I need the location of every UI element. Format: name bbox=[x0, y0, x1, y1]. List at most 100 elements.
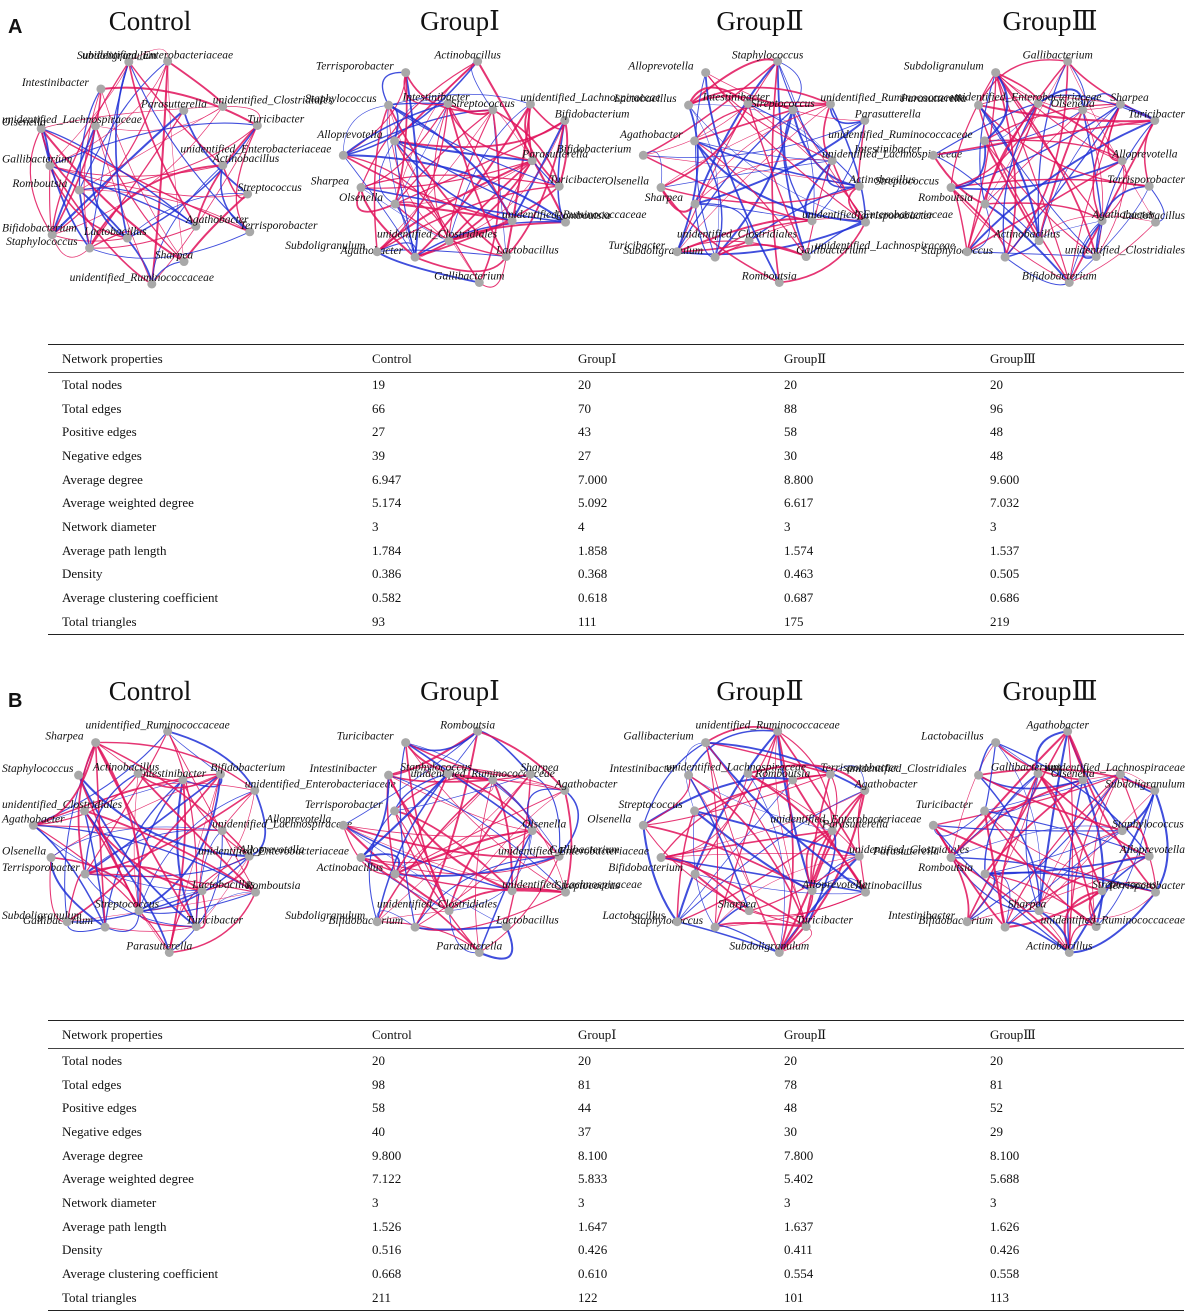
positive-edge bbox=[491, 779, 514, 891]
positive-edge bbox=[705, 742, 780, 953]
positive-edge bbox=[1066, 730, 1157, 893]
network-node bbox=[372, 917, 382, 927]
node-label: Alloprevotella bbox=[316, 129, 383, 141]
network-node bbox=[1000, 252, 1010, 262]
positive-edge bbox=[748, 855, 860, 912]
negative-edge bbox=[642, 742, 706, 826]
network-node bbox=[507, 216, 517, 226]
network-node bbox=[527, 156, 537, 166]
negative-edge bbox=[78, 88, 102, 191]
node-label: Romboutsia bbox=[439, 719, 495, 731]
negative-edge bbox=[984, 772, 1039, 875]
positive-edge bbox=[394, 773, 449, 875]
negative-edge bbox=[966, 773, 1121, 923]
property-name-cell: Total triangles bbox=[62, 1289, 137, 1305]
node-label: Alloprevotella bbox=[627, 61, 694, 73]
network-node bbox=[744, 906, 754, 916]
network-node bbox=[1144, 181, 1154, 191]
negative-edge bbox=[811, 120, 866, 222]
network-node bbox=[1117, 156, 1127, 166]
network-node bbox=[384, 770, 394, 780]
network-node bbox=[80, 869, 90, 879]
network-node bbox=[656, 853, 666, 863]
property-value-cell: 0.554 bbox=[784, 1266, 814, 1282]
network-node bbox=[860, 115, 870, 125]
positive-edge bbox=[51, 234, 90, 258]
positive-edge bbox=[747, 773, 860, 857]
negative-edge bbox=[127, 125, 258, 239]
positive-edge bbox=[447, 103, 513, 222]
negative-edge bbox=[90, 125, 128, 239]
positive-edge bbox=[183, 193, 249, 263]
property-value-cell: 30 bbox=[784, 447, 797, 463]
node-label: Olsenella bbox=[1051, 98, 1095, 110]
network-node bbox=[191, 221, 201, 231]
properties-table-a: Network properties Control GroupⅠ GroupⅡ… bbox=[48, 344, 1184, 635]
positive-edge bbox=[94, 125, 185, 262]
positive-edge bbox=[715, 891, 866, 928]
network-node bbox=[638, 820, 648, 830]
positive-edge bbox=[995, 72, 1123, 162]
negative-edge bbox=[1037, 94, 1155, 121]
positive-edge bbox=[747, 103, 807, 257]
network-node bbox=[164, 947, 174, 957]
property-value-cell: 211 bbox=[372, 1289, 392, 1305]
positive-edge bbox=[1038, 774, 1121, 911]
node-label: Terrisporobacter bbox=[820, 762, 898, 774]
network-title: Control bbox=[109, 676, 192, 706]
negative-edge bbox=[688, 104, 866, 223]
property-value-cell: 101 bbox=[784, 1289, 804, 1305]
node-label: Intestinibacter bbox=[853, 143, 922, 155]
network-node bbox=[90, 121, 100, 131]
positive-edge bbox=[475, 779, 494, 953]
property-value-cell: 44 bbox=[578, 1100, 591, 1116]
node-label: Parasutterella bbox=[435, 940, 502, 952]
negative-edge bbox=[478, 830, 533, 953]
node-label: Parasutterella bbox=[140, 98, 207, 110]
positive-edge bbox=[479, 856, 560, 953]
table-row: Average weighted degree 5.174 5.092 6.617 7.… bbox=[48, 491, 1184, 515]
network-node bbox=[372, 247, 382, 257]
negative-edge bbox=[983, 71, 1009, 142]
positive-edge bbox=[342, 154, 513, 222]
property-value-cell: 58 bbox=[372, 1100, 385, 1116]
node-label: Bifidobacterium bbox=[2, 223, 77, 235]
network-node bbox=[825, 99, 835, 109]
positive-edge bbox=[1069, 221, 1156, 283]
node-label: Terrisporobacter bbox=[1107, 174, 1185, 186]
positive-edge bbox=[1038, 215, 1156, 241]
node-label: Gallibacterium bbox=[2, 154, 72, 166]
negative-edge bbox=[694, 809, 860, 858]
property-value-cell: 0.411 bbox=[784, 1242, 813, 1258]
node-label: Turicibacter bbox=[916, 799, 973, 811]
property-value-cell: 0.582 bbox=[372, 590, 402, 606]
positive-edge bbox=[984, 61, 1068, 205]
node-label: Gallibacterium bbox=[796, 245, 866, 257]
node-label: Staphylococcus bbox=[400, 761, 472, 773]
edge-layer bbox=[342, 730, 579, 960]
negative-edge bbox=[695, 72, 716, 258]
node-label: Gallibacterium bbox=[23, 915, 93, 927]
positive-edge bbox=[360, 830, 533, 864]
negative-edge bbox=[448, 910, 480, 954]
node-label: Sharpea bbox=[1110, 92, 1149, 104]
property-value-cell: 1.537 bbox=[990, 542, 1020, 558]
positive-edge bbox=[1068, 773, 1121, 953]
positive-edge bbox=[49, 61, 130, 166]
node-label: Sharpea bbox=[1008, 899, 1047, 911]
property-value-cell: 6.617 bbox=[784, 495, 814, 511]
positive-edge bbox=[1005, 889, 1103, 929]
positive-edge bbox=[661, 853, 860, 858]
positive-edge bbox=[151, 125, 258, 285]
property-value-cell: 1.784 bbox=[372, 542, 402, 558]
table-row: Average clustering coefficient 0.582 0.618… bbox=[48, 586, 1184, 610]
property-name-cell: Positive edges bbox=[62, 1100, 137, 1116]
node-label: Actinobacillus bbox=[993, 229, 1061, 241]
negative-edge bbox=[966, 119, 1156, 253]
negative-edge bbox=[977, 104, 1041, 241]
network-node bbox=[100, 922, 110, 932]
positive-edge bbox=[29, 128, 53, 236]
negative-edge bbox=[1068, 220, 1103, 283]
node-label: Turicibacter bbox=[549, 174, 606, 186]
positive-edge bbox=[694, 140, 807, 257]
